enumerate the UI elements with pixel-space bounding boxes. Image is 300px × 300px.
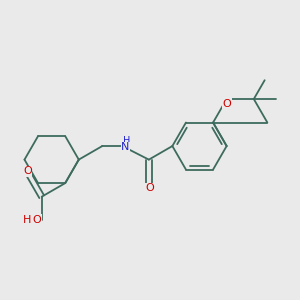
Text: H: H (123, 136, 130, 146)
Text: O: O (23, 167, 32, 176)
Text: O: O (222, 99, 231, 109)
Text: N: N (121, 142, 130, 152)
Text: O: O (32, 215, 41, 225)
Text: H: H (22, 215, 31, 225)
Text: O: O (146, 183, 154, 193)
